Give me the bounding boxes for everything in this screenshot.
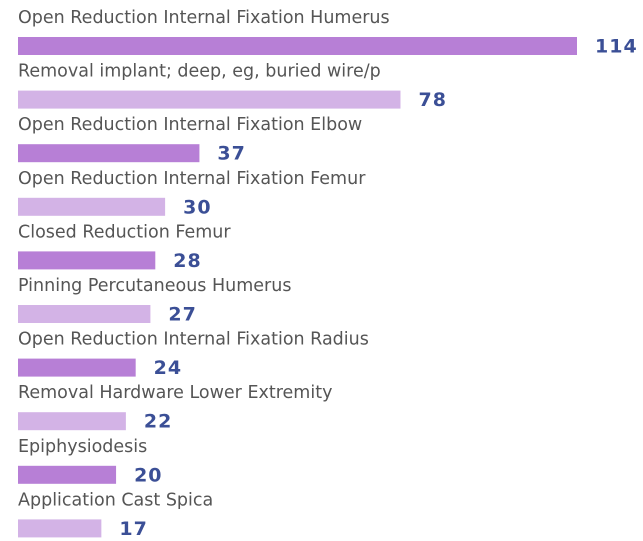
bar-label: Removal Hardware Lower Extremity xyxy=(18,383,332,403)
bar xyxy=(18,465,117,484)
bar xyxy=(18,37,577,55)
bar xyxy=(18,519,102,538)
value-label: 28 xyxy=(173,250,201,272)
bar xyxy=(18,412,126,431)
bar-label: Open Reduction Internal Fixation Elbow xyxy=(18,115,362,135)
value-label: 37 xyxy=(217,143,245,165)
bar xyxy=(18,358,136,377)
value-label: 30 xyxy=(183,196,211,218)
bar xyxy=(18,144,200,163)
value-label: 20 xyxy=(134,464,162,486)
bar xyxy=(18,305,151,323)
bar-label: Application Cast Spica xyxy=(18,490,213,510)
bar-label: Pinning Percutaneous Humerus xyxy=(18,276,291,296)
bar xyxy=(18,197,166,216)
value-label: 22 xyxy=(144,411,172,433)
value-label: 114 xyxy=(595,36,638,58)
bar-label: Open Reduction Internal Fixation Femur xyxy=(18,169,366,189)
value-label: 27 xyxy=(168,304,196,326)
bar-label: Open Reduction Internal Fixation Humerus xyxy=(18,8,390,28)
bar-label: Closed Reduction Femur xyxy=(18,222,231,242)
bar xyxy=(18,90,401,109)
bar-label: Open Reduction Internal Fixation Radius xyxy=(18,330,369,350)
bar xyxy=(18,251,156,270)
value-label: 17 xyxy=(119,518,147,540)
value-label: 24 xyxy=(154,357,182,379)
bar-label: Removal implant; deep, eg, buried wire/p xyxy=(18,62,381,82)
value-label: 78 xyxy=(418,89,446,111)
bar-label: Epiphysiodesis xyxy=(18,437,147,457)
